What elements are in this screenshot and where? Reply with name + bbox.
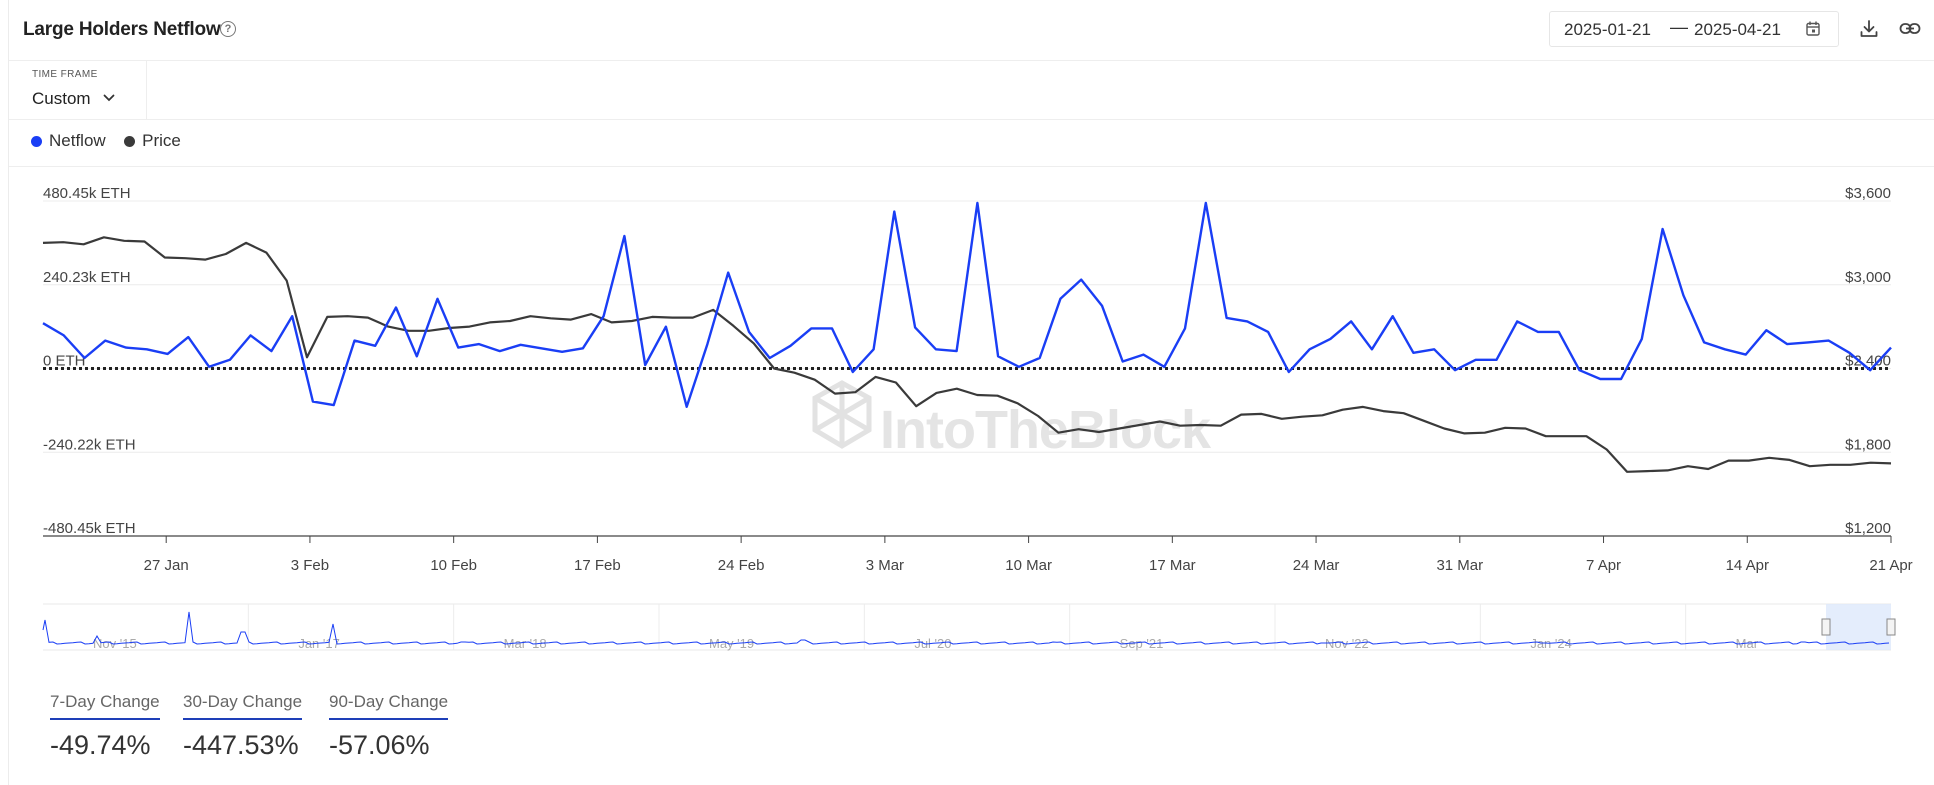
y-left-tick-label: -480.45k ETH (43, 520, 136, 537)
legend-label-netflow: Netflow (49, 131, 106, 150)
divider (9, 166, 1934, 167)
legend-label-price: Price (142, 131, 181, 150)
x-tick-label: 10 Mar (1005, 557, 1052, 574)
x-tick-label: 3 Mar (866, 557, 904, 574)
legend-item-price[interactable]: Price (124, 131, 181, 151)
stat-90-day[interactable]: 90-Day Change -57.06% (329, 692, 449, 761)
x-tick-label: 31 Mar (1436, 557, 1483, 574)
timeframe-label: TIME FRAME (32, 69, 98, 80)
stat-value: -49.74% (50, 730, 151, 760)
chevron-down-icon[interactable] (103, 93, 115, 103)
y-left-tick-label: -240.22k ETH (43, 436, 136, 453)
x-tick-label: 21 Apr (1869, 557, 1912, 574)
stat-value: -447.53% (183, 730, 299, 760)
stat-7-day[interactable]: 7-Day Change -49.74% (50, 692, 160, 761)
navigator-tick-label: Sep '21 (1120, 636, 1164, 651)
y-right-tick-label: $1,200 (1845, 520, 1891, 537)
y-left-tick-label: 240.23k ETH (43, 269, 131, 286)
y-right-tick-label: $3,600 (1845, 185, 1891, 202)
watermark-text: IntoTheBlock (880, 400, 1212, 460)
navigator-series-line (42, 611, 1890, 645)
stat-label[interactable]: 90-Day Change (329, 692, 449, 720)
x-tick-label: 24 Mar (1293, 557, 1340, 574)
card-header: Large Holders Netflow ? 2025-01-21 — 202… (9, 0, 1934, 61)
link-icon[interactable] (1899, 19, 1921, 39)
series-line-netflow (42, 201, 1892, 408)
stat-label[interactable]: 7-Day Change (50, 692, 160, 720)
y-left-tick-label: 480.45k ETH (43, 185, 131, 202)
date-separator: — (1670, 17, 1688, 37)
timeframe-selector[interactable]: TIME FRAME Custom (9, 60, 147, 119)
x-tick-label: 17 Mar (1149, 557, 1196, 574)
chart-title: Large Holders Netflow (23, 19, 221, 40)
date-range-picker[interactable]: 2025-01-21 — 2025-04-21 (1549, 11, 1839, 47)
watermark-logo-icon (812, 380, 872, 449)
date-start[interactable]: 2025-01-21 (1564, 20, 1651, 39)
navigator-handle-right[interactable] (1886, 618, 1896, 636)
legend: Netflow Price (31, 131, 195, 155)
x-tick-label: 27 Jan (144, 557, 189, 574)
y-right-tick-label: $3,000 (1845, 269, 1891, 286)
y-right-tick-label: $2,400 (1845, 353, 1891, 370)
help-circle-icon[interactable]: ? (220, 21, 236, 37)
stat-label[interactable]: 30-Day Change (183, 692, 303, 720)
legend-dot-netflow (31, 136, 42, 147)
x-tick-label: 17 Feb (574, 557, 621, 574)
netflow-chart[interactable]: 480.45k ETH $3,600 240.23k ETH $3,000 0 ETH $… (0, 0, 1934, 680)
download-icon[interactable] (1859, 19, 1879, 39)
legend-dot-price (124, 136, 136, 147)
navigator-tick-label: Mar '18 (504, 636, 547, 651)
navigator-handle-left[interactable] (1821, 618, 1831, 636)
date-end[interactable]: 2025-04-21 (1694, 20, 1781, 39)
x-tick-label: 7 Apr (1586, 557, 1621, 574)
x-tick-label: 10 Feb (430, 557, 477, 574)
legend-item-netflow[interactable]: Netflow (31, 131, 106, 151)
divider (9, 119, 1934, 120)
x-tick-label: 24 Feb (718, 557, 765, 574)
stat-30-day[interactable]: 30-Day Change -447.53% (183, 692, 303, 761)
y-left-tick-label: 0 ETH (43, 353, 86, 370)
x-tick-label: 3 Feb (291, 557, 329, 574)
series-line-price (42, 236, 1892, 473)
stat-value: -57.06% (329, 730, 430, 760)
timeframe-value[interactable]: Custom (32, 89, 91, 108)
y-right-tick-label: $1,800 (1845, 436, 1891, 453)
calendar-icon[interactable] (1806, 21, 1820, 36)
x-tick-label: 14 Apr (1726, 557, 1769, 574)
